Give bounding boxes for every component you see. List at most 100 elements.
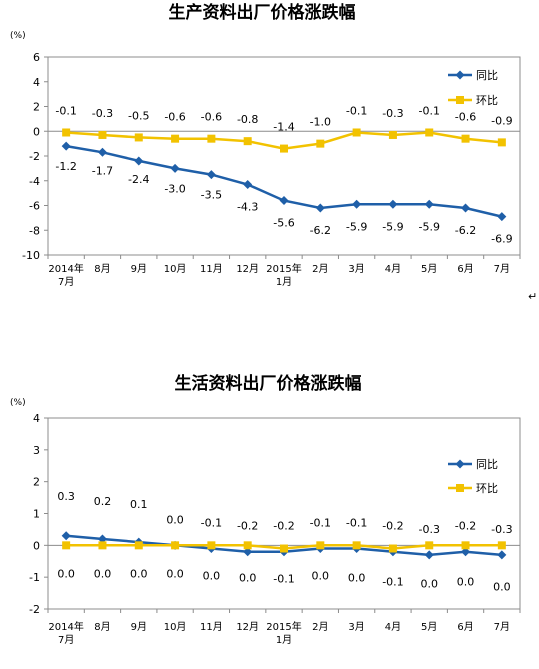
data-label: -5.9 [382, 220, 403, 233]
y-tick-label: 1 [33, 508, 40, 521]
data-label: -0.2 [455, 520, 476, 533]
data-label: -2.4 [128, 173, 149, 186]
data-point-mom [388, 130, 397, 139]
legend-marker-mom [456, 484, 464, 492]
data-label: -0.9 [491, 114, 512, 127]
data-point-yoy [424, 550, 434, 560]
data-label: 0.2 [94, 495, 112, 508]
data-label: -1.2 [55, 160, 76, 173]
y-tick-label: -1 [29, 571, 40, 584]
data-point-yoy [170, 163, 180, 173]
data-label: -5.6 [273, 217, 294, 230]
data-label: -1.0 [310, 116, 331, 129]
y-tick-label: 0 [33, 125, 40, 138]
data-label: -0.1 [55, 104, 76, 117]
data-label: 0.0 [166, 513, 184, 526]
data-label: -6.9 [491, 233, 512, 246]
y-tick-label: 2 [33, 101, 40, 114]
data-point-mom [425, 541, 434, 550]
x-tick-label: 6月 [457, 621, 473, 633]
data-label: -6.2 [455, 224, 476, 237]
data-point-mom [243, 137, 252, 146]
data-point-yoy [97, 534, 107, 544]
data-label: -5.9 [418, 220, 439, 233]
data-point-mom [461, 541, 470, 550]
data-point-yoy [243, 179, 253, 189]
x-tick-label: 11月 [200, 621, 223, 633]
data-point-mom [171, 134, 180, 143]
data-point-mom [134, 133, 143, 142]
legend-marker-yoy [455, 459, 465, 469]
x-tick-label: 2014年 [48, 620, 83, 633]
data-point-mom [207, 541, 216, 550]
x-tick-label: 5月 [421, 263, 437, 275]
y-tick-label: -2 [29, 150, 40, 163]
data-label: -1.4 [273, 121, 294, 134]
data-label: -0.2 [382, 520, 403, 533]
chart-title: 生产资料出厂价格涨跌幅 [169, 2, 356, 23]
data-point-mom [425, 128, 434, 137]
data-label: 0.0 [312, 569, 330, 582]
data-label: -5.9 [346, 220, 367, 233]
data-point-mom [388, 544, 397, 553]
data-label: 0.0 [57, 567, 75, 580]
y-unit-label: (%) [10, 398, 26, 408]
data-label: -4.3 [237, 200, 258, 213]
data-label: 0.1 [130, 498, 148, 511]
data-label: -0.3 [418, 523, 439, 536]
data-label: -0.1 [418, 104, 439, 117]
data-point-yoy [97, 147, 107, 157]
x-tick-label: 7月 [494, 621, 510, 633]
data-label: -0.2 [237, 520, 258, 533]
x-tick-label: 2月 [312, 263, 328, 275]
x-tick-label: 3月 [348, 263, 364, 275]
data-point-yoy [61, 141, 71, 151]
paragraph-mark: ↵ [528, 290, 537, 303]
data-point-yoy [424, 199, 434, 209]
x-tick-label: 2015年 [266, 262, 301, 275]
x-tick-label: 9月 [131, 263, 147, 275]
x-tick-label: 10月 [164, 263, 187, 275]
data-point-mom [243, 541, 252, 550]
data-point-yoy [243, 547, 253, 557]
data-label: -0.6 [455, 111, 476, 124]
y-tick-label: -8 [29, 224, 40, 237]
data-label: 0.0 [420, 577, 438, 590]
data-point-mom [134, 541, 143, 550]
legend-label: 环比 [476, 94, 498, 107]
data-point-mom [352, 541, 361, 550]
data-label: -0.1 [346, 104, 367, 117]
data-label: -0.1 [382, 576, 403, 589]
data-label: 0.0 [457, 575, 475, 588]
data-label: -0.6 [164, 111, 185, 124]
y-tick-label: -6 [29, 200, 40, 213]
data-point-mom [352, 128, 361, 137]
y-tick-label: -4 [29, 175, 40, 188]
data-point-yoy [206, 170, 216, 180]
legend-marker-mom [456, 96, 464, 104]
x-tick-label: 6月 [457, 263, 473, 275]
data-point-yoy [61, 531, 71, 541]
x-tick-label: 8月 [94, 621, 110, 633]
data-point-mom [316, 541, 325, 550]
x-tick-label: 3月 [348, 621, 364, 633]
data-label: 0.0 [239, 571, 257, 584]
data-point-mom [98, 541, 107, 550]
x-tick-label: 1月 [276, 634, 292, 646]
data-point-mom [62, 128, 71, 137]
data-point-mom [171, 541, 180, 550]
data-label: -0.1 [310, 517, 331, 530]
data-label: -0.1 [346, 517, 367, 530]
y-tick-label: 4 [33, 76, 40, 89]
data-label: -0.1 [273, 573, 294, 586]
y-tick-label: -2 [29, 603, 40, 616]
data-label: -0.6 [201, 111, 222, 124]
x-tick-label: 10月 [164, 621, 187, 633]
data-point-yoy [134, 156, 144, 166]
data-label: -0.8 [237, 113, 258, 126]
data-label: -0.5 [128, 109, 149, 122]
y-tick-label: 2 [33, 476, 40, 489]
data-point-yoy [461, 547, 471, 557]
